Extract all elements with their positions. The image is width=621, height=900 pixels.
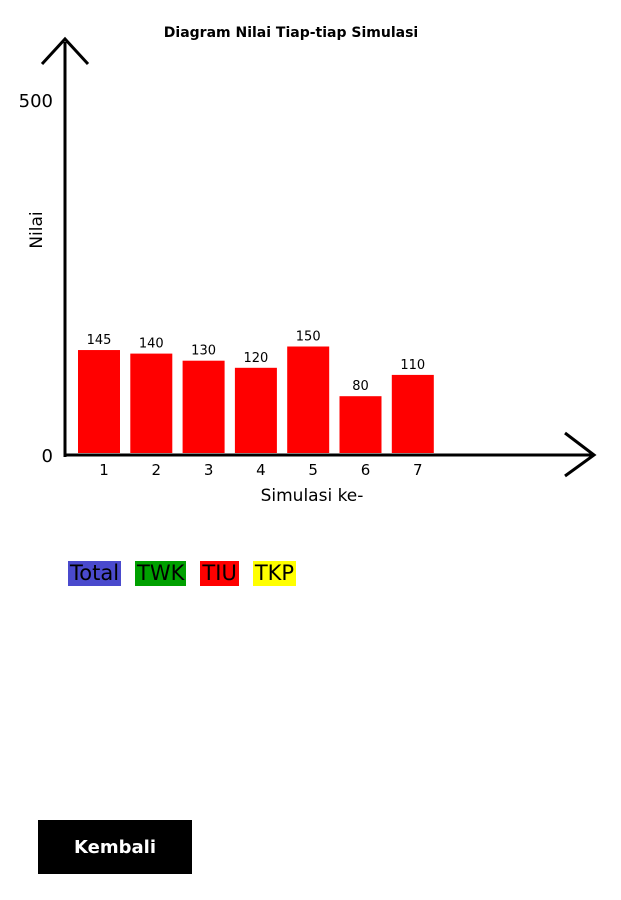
bar-7 [391, 374, 434, 453]
bar-4 [234, 367, 277, 453]
data-label-7: 110 [400, 358, 425, 373]
y-tick-label-0: 0 [42, 446, 53, 467]
data-label-4: 120 [243, 351, 268, 366]
bar-5 [287, 346, 330, 453]
back-button[interactable]: Kembali [38, 820, 192, 874]
bars: 145 1 140 2 130 3 120 4 150 5 80 6 110 7 [78, 330, 434, 479]
y-axis-label: Nilai [27, 211, 47, 248]
legend-item-tkp: TKP [252, 561, 297, 586]
x-tick-label-6: 6 [361, 461, 371, 479]
data-label-3: 130 [191, 344, 216, 359]
y-tick-label-500: 500 [19, 91, 53, 112]
legend-item-twk: TWK [135, 561, 187, 586]
bar-3 [182, 360, 225, 453]
data-label-5: 150 [296, 330, 321, 345]
data-label-6: 80 [352, 379, 369, 394]
bar-6 [339, 396, 382, 453]
x-axis [65, 431, 597, 478]
x-tick-label-2: 2 [152, 461, 162, 479]
data-label-2: 140 [139, 337, 164, 352]
x-tick-label-3: 3 [204, 461, 214, 479]
y-axis-arrow [40, 36, 90, 66]
data-label-1: 145 [87, 333, 112, 348]
y-axis [40, 36, 90, 457]
x-tick-label-5: 5 [308, 461, 318, 479]
x-axis-arrow [564, 431, 597, 478]
x-axis-label: Simulasi ke- [261, 486, 364, 506]
x-tick-label-4: 4 [256, 461, 266, 479]
legend-item-tiu: TIU [200, 561, 239, 586]
bar-chart: Diagram Nilai Tiap-tiap Simulasi 500 0 N… [19, 25, 597, 506]
bar-1 [78, 350, 120, 453]
legend-item-total: Total [68, 561, 122, 586]
x-tick-label-7: 7 [413, 461, 423, 479]
x-tick-label-1: 1 [99, 461, 109, 479]
bar-2 [130, 353, 173, 453]
chart-title: Diagram Nilai Tiap-tiap Simulasi [164, 25, 418, 41]
legend: Total TWK TIU TKP [68, 561, 297, 586]
